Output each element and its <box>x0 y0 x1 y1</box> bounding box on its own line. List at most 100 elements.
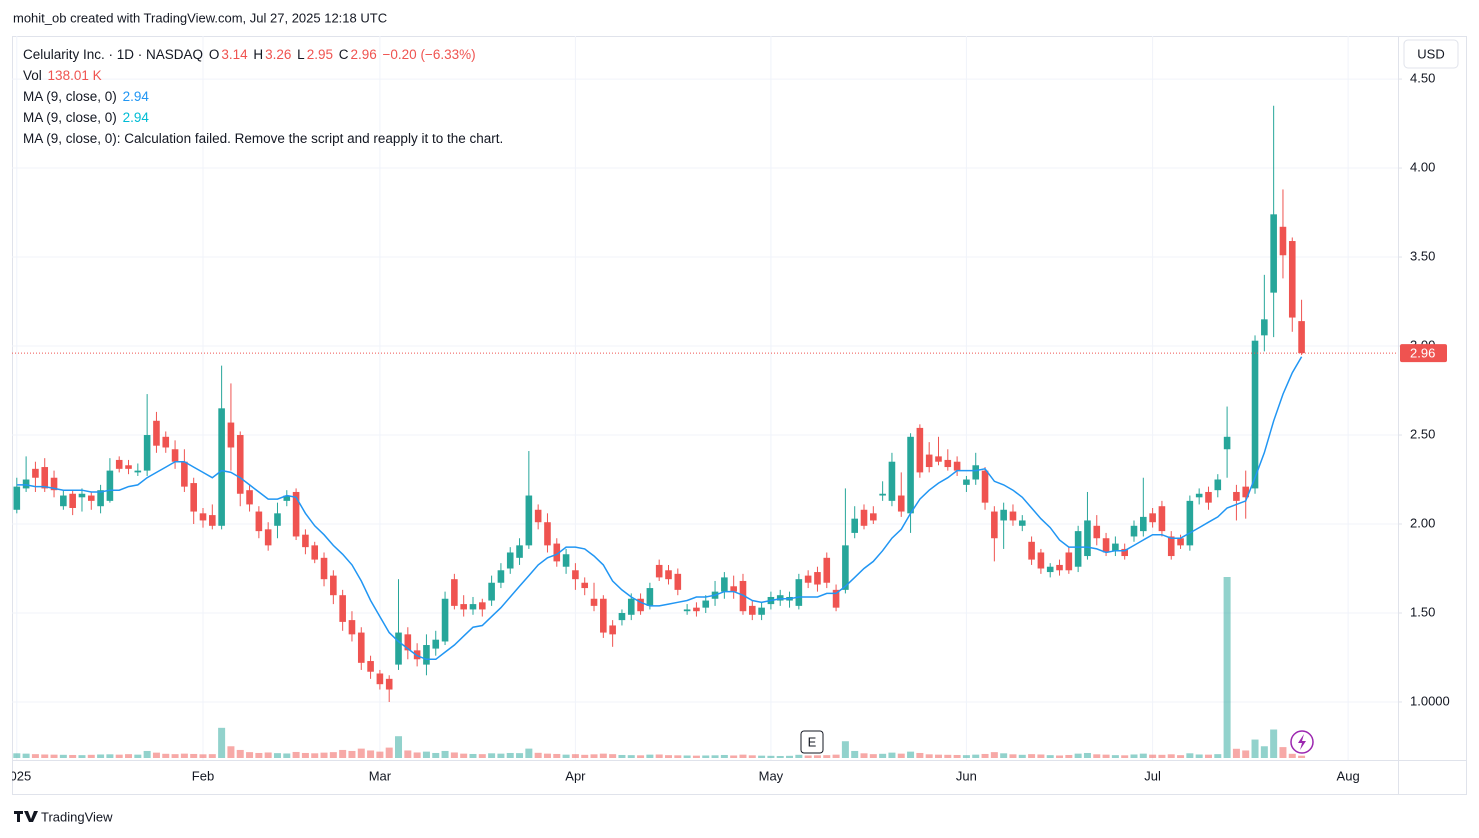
candle-body <box>1018 520 1026 526</box>
ohlc-letter: H <box>253 47 264 62</box>
candle-body <box>153 420 160 446</box>
volume-pane <box>13 577 1306 758</box>
volume-bar <box>106 754 114 758</box>
candle-body <box>916 427 924 473</box>
volume-bar <box>1111 755 1119 758</box>
volume-bar <box>953 754 961 758</box>
candle-body <box>944 459 952 468</box>
symbol-title[interactable]: Celularity Inc. · 1D · NASDAQ <box>23 47 204 62</box>
volume-bar <box>171 754 179 758</box>
candle-body <box>348 620 356 635</box>
currency[interactable]: USD <box>1417 46 1444 61</box>
volume-bar <box>1130 754 1138 758</box>
volume-bar <box>264 752 272 758</box>
indicator-value: 2.94 <box>122 110 149 125</box>
candle-body <box>823 557 831 583</box>
volume-bar <box>1279 747 1287 758</box>
volume-bar <box>236 749 244 758</box>
volume-bar <box>31 754 39 758</box>
candle-body <box>888 461 896 501</box>
volume-bar <box>990 752 998 758</box>
volume-bar <box>739 754 747 758</box>
candle-body <box>1102 538 1110 553</box>
indicator-error[interactable]: MA (9, close, 0): Calculation failed. Re… <box>23 131 504 146</box>
volume-bar <box>1158 754 1166 758</box>
volume-bar <box>292 751 300 758</box>
candle-body <box>609 625 616 635</box>
candle-body <box>385 678 393 690</box>
candle-body <box>171 449 179 462</box>
candle-body <box>432 639 440 649</box>
candle-body <box>339 595 346 622</box>
candle-body <box>143 435 151 471</box>
candle-body <box>572 570 579 580</box>
x-tick-label: Jun <box>956 768 977 783</box>
volume-bar <box>69 754 77 758</box>
candle-body <box>739 580 747 612</box>
candle-body <box>60 495 67 507</box>
volume-bar <box>1298 755 1306 758</box>
candle-body <box>655 564 663 578</box>
volume-bar <box>162 753 170 758</box>
volume-bar <box>1074 753 1082 758</box>
candle-body <box>646 588 654 606</box>
candle-body <box>469 604 477 610</box>
candle-body <box>1251 340 1259 489</box>
volume-bar <box>851 750 859 758</box>
volume-bar <box>413 752 421 758</box>
volume-bar <box>506 752 514 758</box>
candle-body <box>78 493 86 498</box>
volume-bar <box>813 755 821 758</box>
y-tick-label: 1.0000 <box>1410 693 1450 708</box>
indicator-name[interactable]: MA (9, close, 0) <box>23 89 117 104</box>
candle-body <box>125 465 132 469</box>
logo-icon <box>14 811 38 822</box>
candle-body <box>69 493 76 508</box>
currency-box[interactable] <box>1403 39 1459 69</box>
volume-bar <box>1251 739 1259 758</box>
candle-body <box>460 604 467 610</box>
candle-body <box>1186 500 1194 546</box>
volume-bar <box>143 750 151 758</box>
candle-body <box>13 486 21 510</box>
volume-bar <box>944 754 952 758</box>
candle-body <box>1177 538 1184 546</box>
candle-body <box>1140 516 1147 532</box>
x-tick-label: Apr <box>565 768 586 783</box>
candle-body <box>441 598 449 642</box>
volume-bar <box>348 750 356 758</box>
volume-bar <box>78 755 86 758</box>
candle-body <box>553 543 561 562</box>
y-tick-label: 2.50 <box>1410 426 1435 441</box>
volume-title[interactable]: Vol <box>23 68 42 83</box>
volume-bar <box>534 752 542 758</box>
volume-bar <box>395 736 403 758</box>
indicator-name[interactable]: MA (9, close, 0) <box>23 110 117 125</box>
volume-bar <box>1065 754 1073 758</box>
volume-bar <box>1093 754 1101 758</box>
volume-bar <box>1204 754 1212 758</box>
legend: Celularity Inc. · 1D · NASDAQ O 3.14 H 3.2… <box>23 44 505 149</box>
candle-body <box>1279 226 1287 256</box>
candle-body <box>590 598 598 606</box>
time-axis: 2025 Feb Mar Apr May Jun Jul Aug <box>12 768 1360 783</box>
volume-bar <box>1018 754 1026 758</box>
volume-bar <box>1195 754 1203 758</box>
earnings-marker[interactable]: E <box>808 734 817 749</box>
volume-bar <box>301 752 309 758</box>
candle-body <box>181 461 188 487</box>
candle-body <box>1288 241 1296 318</box>
candle-body <box>264 529 272 546</box>
candle-body <box>1037 552 1045 569</box>
candle-body <box>506 552 514 569</box>
earnings-box[interactable] <box>800 730 824 754</box>
volume-bar <box>1009 754 1017 758</box>
volume-bar <box>450 752 458 758</box>
volume-bar <box>432 752 440 758</box>
volume-bar <box>795 754 803 758</box>
candle-body <box>50 477 58 491</box>
candle-body <box>1028 541 1035 560</box>
volume-bar <box>13 753 21 758</box>
